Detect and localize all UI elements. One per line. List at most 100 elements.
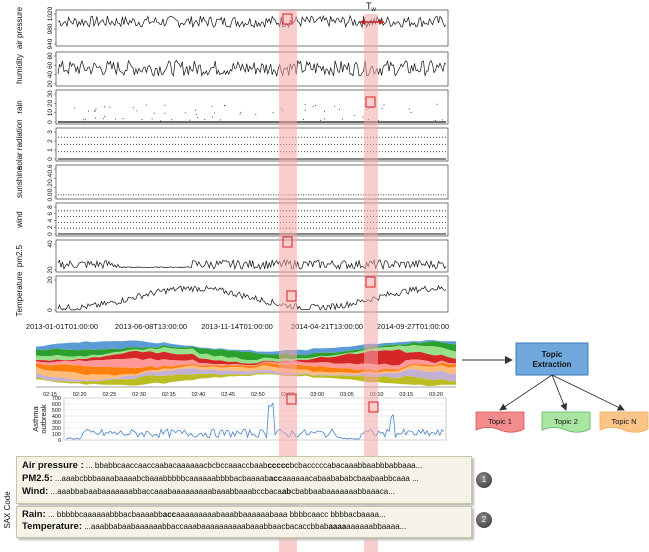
tw-arrow-head-right [379,19,384,25]
streamgraph: 02:15 02:20 02:25 02:30 02:35 02:40 02:45 02:50… [36,340,456,398]
sax-code-suffix: aaaaaacabaabababcbaabaabbcaaa ... [282,474,419,483]
panel-point [195,109,197,111]
time-window-marker: Tw [360,1,384,25]
panel-point [381,108,383,110]
highlight-box [368,401,379,413]
panel-tick-label: 940 [47,38,54,49]
panel-label: air pressure [15,6,24,49]
highlight-band-1 [279,10,297,552]
panel-point [323,110,325,112]
stream-time-label: 03:20 [429,392,443,398]
time-axis-label: 2013-01-01T01:00:00 [26,322,98,331]
group-1-badge: 1 [476,472,492,488]
panel-point [141,118,143,120]
panel-tick-label: 8 [47,205,54,209]
time-axis: 2013-01-01T01:00:00 2013-06-08T13:00:00 20… [26,322,449,331]
panel-label: sunshine [15,165,24,198]
panel-frame [55,202,449,237]
topic-box [475,411,525,433]
panel-tick-label: 20 [47,266,54,274]
sax-group-2 [16,506,472,538]
panel-series [57,59,447,78]
panel-point [317,121,319,123]
sax-code-prefix: ... bbbbbcaaaaaabbbacbaaaabb [45,510,163,519]
panel-tick-label: 30 [47,90,54,98]
panel-label: wind [15,211,24,228]
stream-time-label: 02:35 [162,392,176,398]
sax-axis-label: SAX Code [3,491,12,529]
panel-tick-label: 10 [47,109,54,117]
asthma-tick-label: 100 [52,432,61,438]
stream-time-label: 03:05 [340,392,354,398]
asthma-label: Asthma [31,405,40,431]
panel-tick-label: 6 [47,212,54,216]
asthma-tick-label: 0 [58,438,61,444]
topic-label: Topic 2 [554,417,578,426]
sax-line: Rain: ... bbbbbcaaaaaabbbacbaaaabbaccaaa… [22,509,386,520]
topic-box [599,411,649,433]
panel-tick-label: 40 [47,240,54,248]
panel-point [195,114,197,116]
panel-tick-label: 2 [47,139,54,143]
highlight-band-2 [364,14,378,552]
asthma-tick-label: 200 [52,426,61,432]
sax-code-highlight: acc [268,474,283,483]
panel-point [189,119,191,121]
asthma-frame [63,397,447,441]
sax-code-suffix: aaaaaaaaabaaabbaaaaaabaaa bbbbcaacc bbbb… [176,510,386,519]
panel-tick-label: 40 [47,71,54,79]
panel-point [83,119,85,121]
panel-frame [55,164,449,200]
panel-point [434,120,436,122]
panel-point [94,110,96,112]
panel-tick-label: 980 [47,23,54,34]
stream-layer [36,362,456,376]
panel-tick-label: 60 [47,61,54,69]
panel-point [74,107,76,109]
panel-point [324,118,326,120]
sax-line: Temperature: ...aaabbabaabaaaaaabbaccaaa… [22,521,406,532]
panel-point [220,119,222,121]
highlight-box [365,276,376,288]
panel-series [57,14,447,29]
sax-line: Air pressure : ... bbabbcaaccaaccaabacaa… [22,460,422,471]
stream-time-label: 03:15 [399,392,413,398]
panel-label: pm2.5 [15,244,24,267]
panel-tick-label: 0.4 [47,173,54,182]
panel-tick-label: 3 [47,130,54,134]
stream-time-label: 02:25 [103,392,117,398]
panel-frame [55,9,449,47]
panel-tick-label: 0 [47,308,54,312]
panel-tick-label: 0.2 [47,183,54,192]
highlight-box [365,96,376,108]
panel-label: solar radiation [15,119,24,169]
panel-point [151,118,153,120]
panel-tick-label: 4 [47,218,54,222]
extraction-to-topic-arrow [499,374,553,411]
panel-point [214,112,216,114]
panel-point [353,115,355,117]
panel-point [409,108,411,110]
highlight-box [282,13,293,25]
panel-frame [55,239,449,273]
panel-tick-label: 20 [47,276,54,284]
time-axis-label: 2014-09-27T01:00:00 [377,322,449,331]
sax-code-suffix: cbabbaabaaaaaaabbaaaca... [291,487,395,496]
panel-point [197,116,199,118]
sax-series-name: Wind: [22,486,49,497]
time-axis-label: 2013-06-08T13:00:00 [115,322,187,331]
stream-time-label: 02:50 [251,392,265,398]
sax-code-prefix: ...aaabbabaabaaaaaabbaccaaabaaaaaaaaaaba… [82,522,329,531]
group-2-badge-label: 2 [481,515,487,524]
asthma-tick-label: 700 [52,396,61,402]
stream-layer [36,340,456,356]
panel-point [437,121,439,123]
panel-point [362,116,364,118]
sax-series-name: PM2.5: [22,473,53,484]
sax-series-name: Air pressure : [22,460,84,471]
sax-code-highlight: acc [162,510,177,519]
stream-time-label: 02:20 [73,392,87,398]
panel-frame [55,275,449,313]
stream-time-label: 03:00 [310,392,324,398]
